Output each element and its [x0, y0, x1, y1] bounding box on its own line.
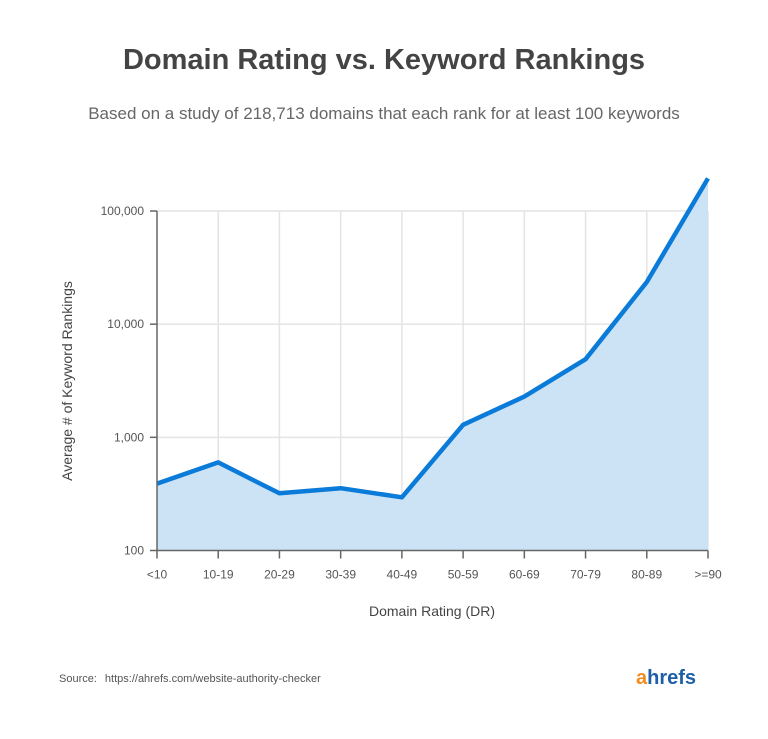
- logo-accent: a: [636, 667, 648, 689]
- series-line: [156, 177, 710, 500]
- chart-title: Domain Rating vs. Keyword Rankings: [122, 44, 646, 76]
- y-tick-label: 100,000: [101, 204, 145, 218]
- x-tick-label: 80-89: [631, 568, 662, 582]
- x-tick-label: 20-29: [264, 568, 295, 582]
- ahrefs-logo: ahrefs: [636, 667, 696, 690]
- y-axis-label: Average # of Keyword Rankings: [59, 281, 75, 481]
- x-axis-label: Domain Rating (DR): [369, 603, 495, 619]
- y-tick-label: 1,000: [114, 430, 144, 444]
- x-tick-label: 30-39: [325, 568, 356, 582]
- x-tick-label: 60-69: [509, 568, 540, 582]
- source-url[interactable]: https://ahrefs.com/website-authority-che…: [104, 673, 321, 685]
- x-tick-label: 10-19: [203, 568, 234, 582]
- chart-subtitle: Based on a study of 218,713 domains that…: [88, 104, 680, 123]
- tick-labels: 100 1,000 10,000 100,000 <10 10-19 20-29 30-39 4…: [101, 204, 722, 582]
- x-tick-label: 50-59: [448, 568, 479, 582]
- axes: [150, 178, 709, 559]
- y-tick-label: 10,000: [107, 317, 144, 331]
- area-fill: [157, 178, 708, 551]
- source-note: Source: https://ahrefs.com/website-author…: [59, 673, 329, 685]
- x-tick-label: >=90: [694, 568, 722, 582]
- y-tick-label: 100: [124, 544, 144, 558]
- x-tick-label: <10: [147, 568, 168, 582]
- x-tick-label: 70-79: [570, 568, 601, 582]
- logo-rest: hrefs: [647, 667, 697, 689]
- x-tick-label: 40-49: [387, 568, 418, 582]
- source-label: Source:: [59, 673, 97, 685]
